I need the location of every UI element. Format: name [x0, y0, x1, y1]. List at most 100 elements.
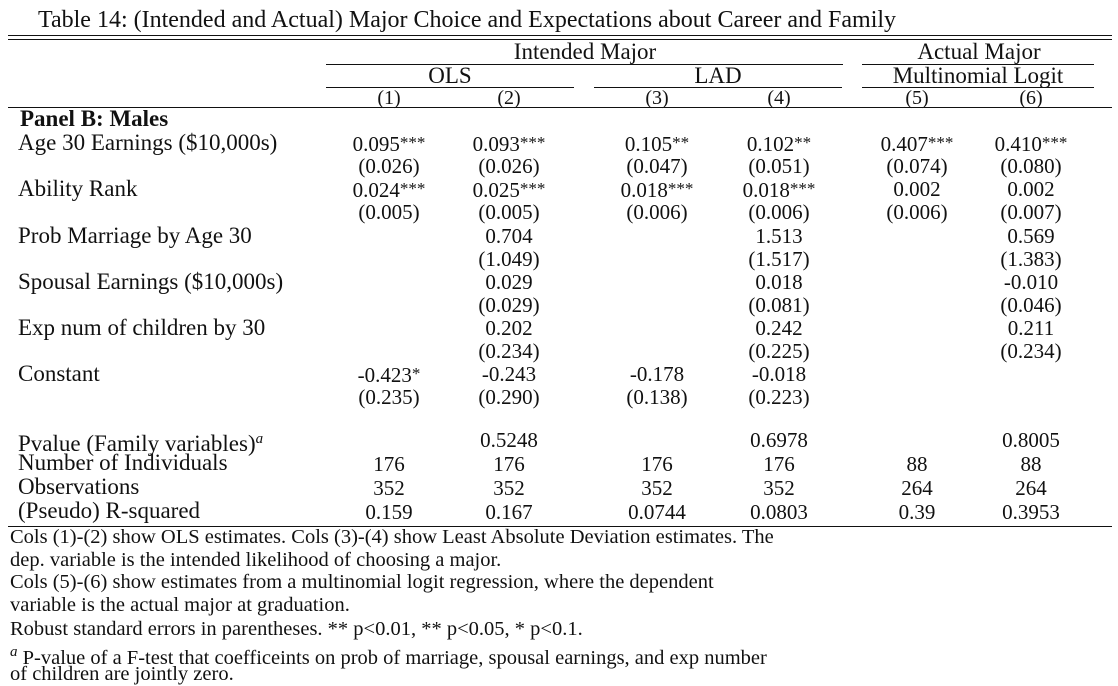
significance-stars: **	[672, 133, 690, 152]
note-line: variable is the actual major at graduati…	[10, 594, 350, 617]
stat-label: Pvalue (Family variables)a	[18, 427, 263, 456]
stat-label: Observations	[18, 475, 139, 499]
standard-error-cell: (0.234)	[1000, 339, 1062, 363]
note-line: of children are jointly zero.	[10, 663, 234, 686]
note-text: Cols (5)-(6) show estimates from a multi…	[10, 571, 714, 593]
standard-error-cell: (0.047)	[626, 154, 688, 178]
coefficient-value: 0.018	[620, 178, 668, 202]
coefficient-value: 0.211	[1007, 316, 1055, 340]
column-number-4: (4)	[767, 87, 791, 109]
standard-error-cell: (0.235)	[358, 385, 420, 409]
coefficient-cell: 0.242	[714, 317, 844, 339]
stat-value-cell: 88	[1020, 452, 1042, 476]
top-rule	[8, 35, 1112, 36]
standard-error-cell: (1.049)	[478, 247, 540, 271]
significance-stars: ***	[399, 179, 426, 198]
header-lad: LAD	[694, 63, 742, 88]
stat-value-cell: 0.8005	[1002, 428, 1060, 452]
coefficient-cell: -0.243	[444, 363, 574, 385]
coefficient-value: 0.410	[994, 132, 1042, 156]
coefficient-cell: 0.105**	[592, 132, 722, 155]
standard-error-cell: (0.223)	[748, 385, 810, 409]
significance-stars: ***	[927, 133, 954, 152]
coefficient-value: -0.178	[629, 362, 685, 386]
standard-error-cell: (0.006)	[748, 200, 810, 224]
note-text: Robust standard errors in parentheses. *…	[10, 618, 583, 640]
stat-value-cell: 0.5248	[480, 428, 538, 452]
significance-stars: ***	[399, 133, 426, 152]
coefficient-value: 0.025	[472, 178, 520, 202]
panel-label: Panel B: Males	[20, 106, 169, 131]
stat-value-cell: 0.0803	[750, 500, 808, 524]
coefficient-cell: 0.211	[966, 317, 1096, 339]
note-text: of children are jointly zero.	[10, 663, 234, 685]
coefficient-cell: 0.024***	[324, 178, 454, 201]
footnote-marker: a	[255, 431, 264, 447]
coefficient-cell: 0.202	[444, 317, 574, 339]
coefficient-cell: 0.002	[852, 178, 982, 200]
significance-stars: ***	[667, 179, 694, 198]
column-number-1: (1)	[377, 87, 401, 109]
stat-label-text: Pvalue (Family variables)	[18, 431, 256, 456]
significance-stars: ***	[519, 133, 546, 152]
logit-underline	[862, 87, 1094, 88]
stat-value-cell: 352	[373, 476, 405, 500]
coefficient-value: 1.513	[755, 224, 803, 248]
column-number-6: (6)	[1019, 87, 1043, 109]
stat-label: (Pseudo) R-squared	[18, 499, 200, 523]
note-line: dep. variable is the intended likelihood…	[10, 549, 501, 572]
stat-value-cell: 0.159	[365, 500, 413, 524]
header-multinomial-logit: Multinomial Logit	[892, 63, 1064, 88]
standard-error-cell: (0.006)	[626, 200, 688, 224]
coefficient-cell: 0.029	[444, 271, 574, 293]
significance-stars: ***	[519, 179, 546, 198]
coefficient-value: -0.010	[1003, 270, 1059, 294]
coefficient-cell: 0.018***	[714, 178, 844, 201]
top-rule-second	[8, 39, 1112, 40]
significance-stars: **	[794, 133, 812, 152]
coefficient-cell: 0.095***	[324, 132, 454, 155]
note-text: dep. variable is the intended likelihood…	[10, 549, 502, 571]
standard-error-cell: (0.026)	[358, 154, 420, 178]
coefficient-value: 0.569	[1007, 224, 1055, 248]
row-label: Spousal Earnings ($10,000s)	[18, 269, 284, 294]
standard-error-cell: (0.006)	[886, 200, 948, 224]
coefficient-value: 0.095	[352, 132, 400, 156]
standard-error-cell: (0.005)	[358, 200, 420, 224]
coefficient-value: 0.029	[485, 270, 533, 294]
column-number-3: (3)	[645, 87, 669, 109]
coefficient-value: 0.407	[880, 132, 928, 156]
bottom-rule	[8, 526, 1112, 527]
standard-error-cell: (0.007)	[1000, 200, 1062, 224]
table-title: Table 14: (Intended and Actual) Major Ch…	[38, 7, 897, 33]
standard-error-cell: (0.234)	[478, 339, 540, 363]
coefficient-cell: 0.002	[966, 178, 1096, 200]
note-line: Cols (1)-(2) show OLS estimates. Cols (3…	[10, 526, 774, 549]
coefficient-value: 0.018	[755, 270, 803, 294]
coefficient-value: -0.423	[357, 363, 412, 387]
coefficient-value: 0.002	[893, 177, 941, 201]
stat-label-text: (Pseudo) R-squared	[18, 498, 201, 523]
coefficient-cell: -0.423*	[324, 363, 454, 386]
standard-error-cell: (0.026)	[478, 154, 540, 178]
note-text: Cols (1)-(2) show OLS estimates. Cols (3…	[10, 526, 774, 548]
stat-value-cell: 176	[763, 452, 795, 476]
header-intended-major: Intended Major	[513, 39, 657, 64]
standard-error-cell: (0.138)	[626, 385, 688, 409]
coefficient-cell: 1.513	[714, 225, 844, 247]
significance-stars: ***	[1041, 133, 1068, 152]
stat-value-cell: 264	[901, 476, 933, 500]
lad-underline	[594, 87, 842, 88]
coefficient-value: 0.202	[485, 316, 533, 340]
coefficient-cell: 0.569	[966, 225, 1096, 247]
stat-value-cell: 176	[373, 452, 405, 476]
stat-label: Number of Individuals	[18, 451, 228, 475]
coefficient-cell: -0.018	[714, 363, 844, 385]
row-label: Age 30 Earnings ($10,000s)	[18, 130, 278, 155]
stat-value-cell: 0.6978	[750, 428, 808, 452]
coefficient-value: 0.102	[746, 132, 795, 156]
coefficient-cell: -0.010	[966, 271, 1096, 293]
stat-label-text: Number of Individuals	[18, 450, 228, 475]
coefficient-value: 0.018	[742, 178, 790, 202]
